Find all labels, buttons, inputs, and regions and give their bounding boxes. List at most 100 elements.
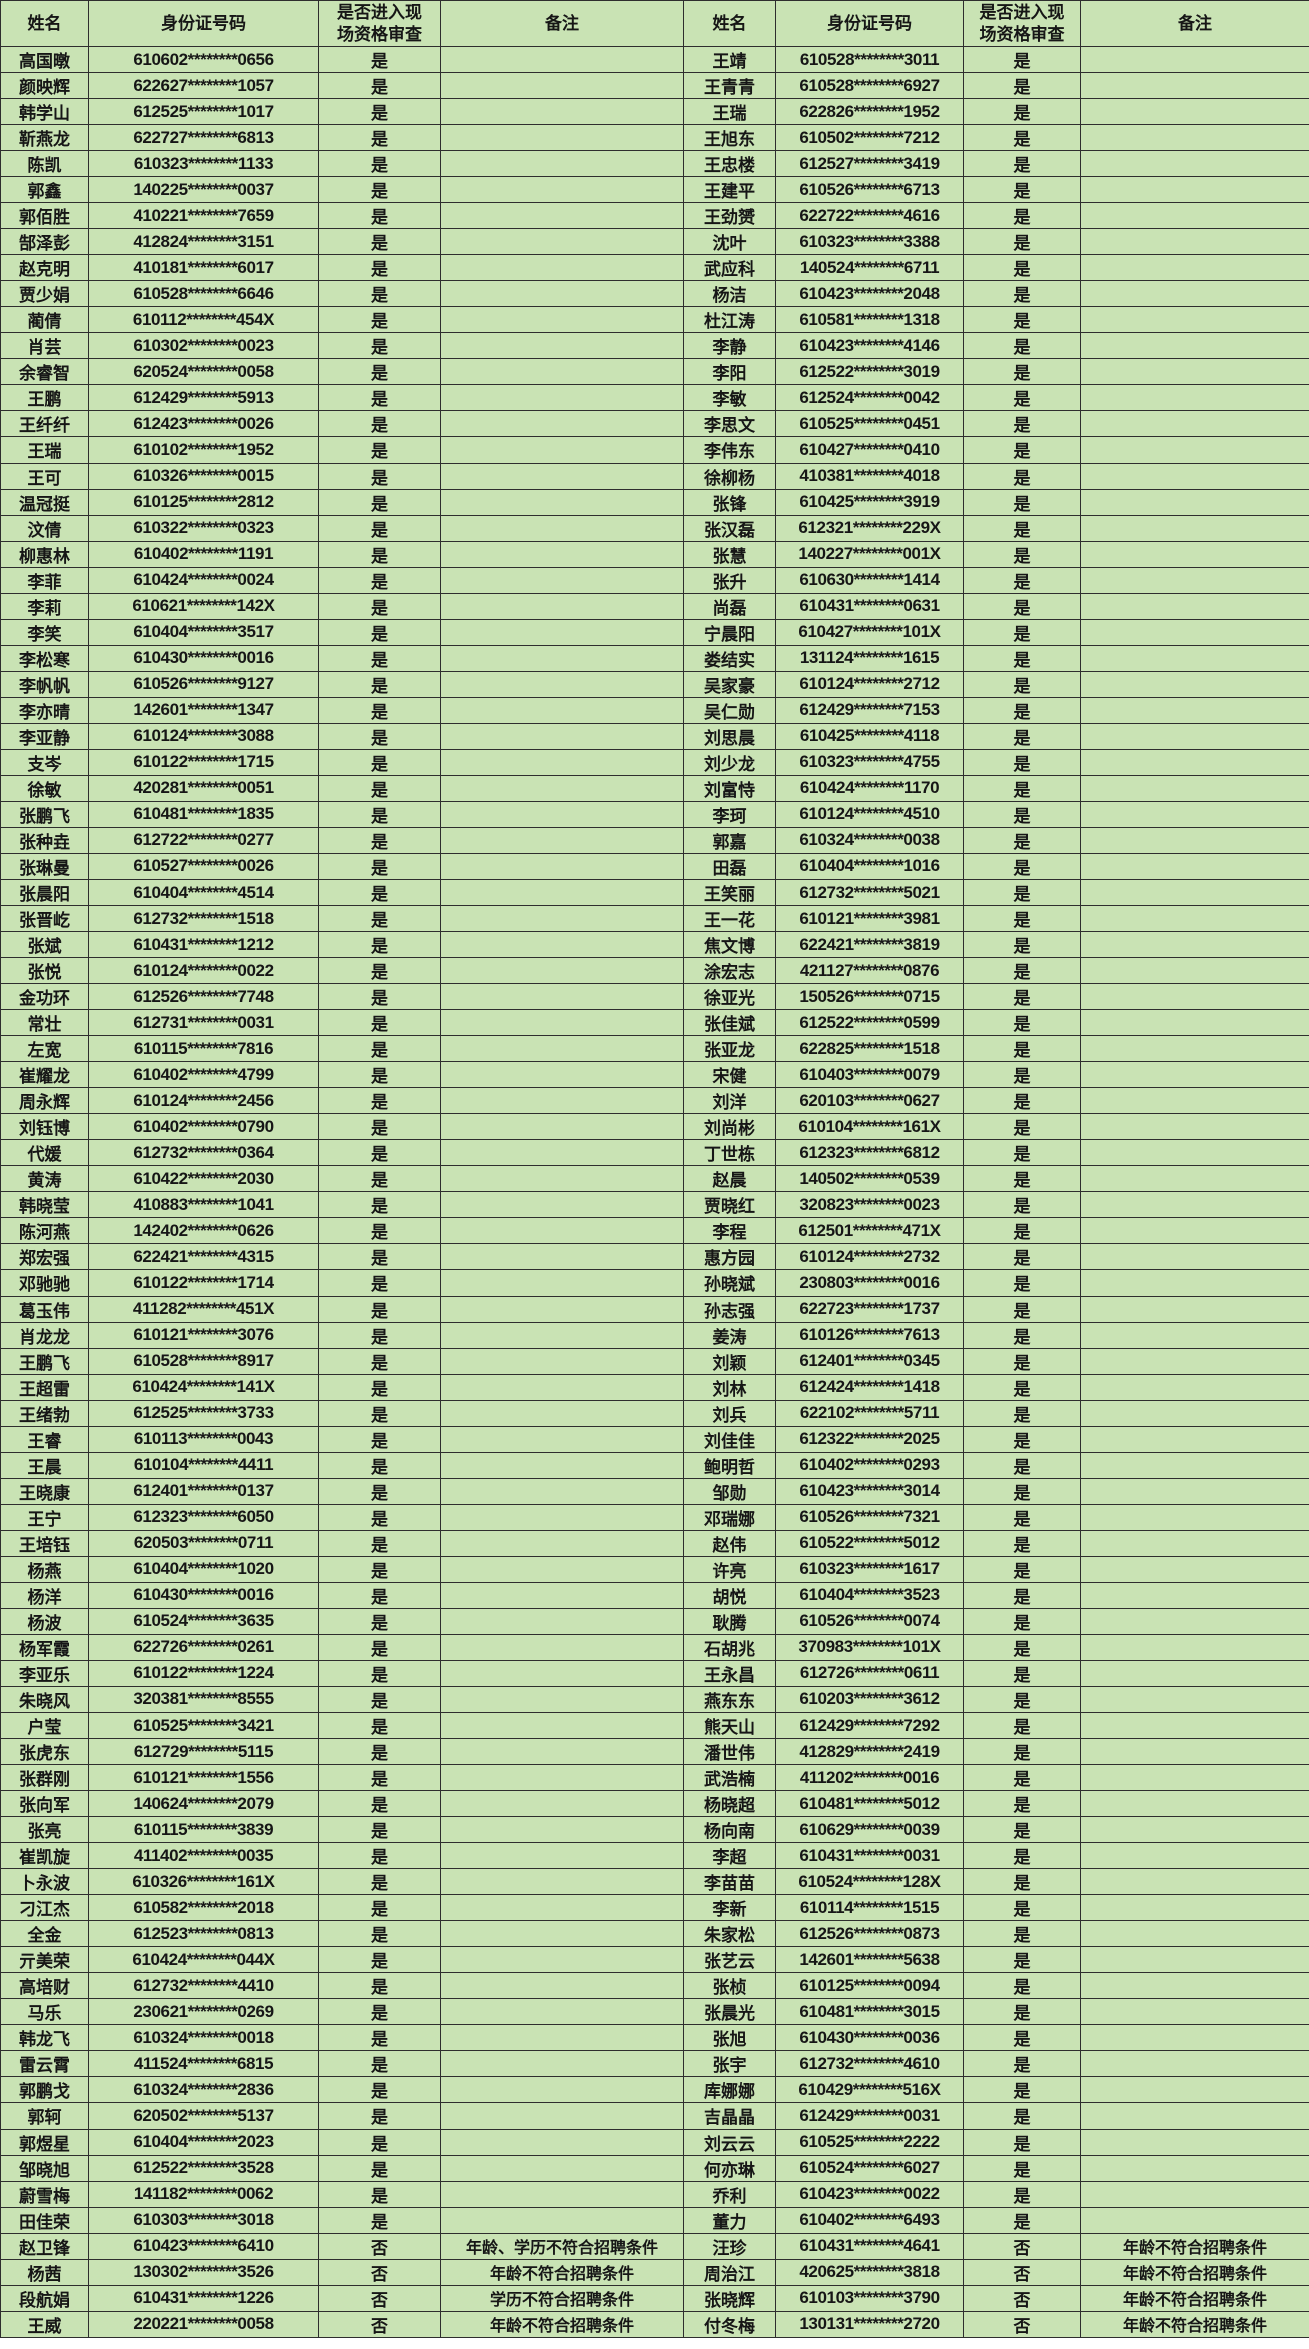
id-cell[interactable]: 610104********4411 bbox=[88, 1451, 319, 1479]
remark-cell[interactable] bbox=[1080, 800, 1309, 828]
name-cell[interactable]: 张宇 bbox=[683, 2050, 776, 2078]
id-cell[interactable]: 610526********7321 bbox=[775, 1503, 964, 1531]
review-cell[interactable]: 是 bbox=[318, 384, 441, 412]
name-cell[interactable]: 王旭东 bbox=[683, 124, 776, 152]
remark-cell[interactable] bbox=[1080, 1894, 1309, 1922]
review-cell[interactable]: 是 bbox=[963, 150, 1081, 178]
name-cell[interactable]: 孙晓斌 bbox=[683, 1269, 776, 1297]
name-cell[interactable]: 柳惠林 bbox=[0, 540, 89, 568]
id-cell[interactable]: 612732********0364 bbox=[88, 1139, 319, 1167]
id-cell[interactable]: 610404********4514 bbox=[88, 878, 319, 907]
id-cell[interactable]: 610422********2030 bbox=[88, 1165, 319, 1193]
remark-cell[interactable] bbox=[440, 1972, 684, 2000]
review-cell[interactable]: 是 bbox=[318, 800, 441, 828]
remark-cell[interactable] bbox=[440, 1607, 684, 1635]
name-cell[interactable]: 许亮 bbox=[683, 1555, 776, 1583]
review-cell[interactable]: 是 bbox=[963, 1139, 1081, 1167]
review-cell[interactable]: 是 bbox=[963, 852, 1081, 881]
id-cell[interactable]: 142601********5638 bbox=[775, 1946, 964, 1974]
name-cell[interactable]: 姜涛 bbox=[683, 1321, 776, 1349]
name-cell[interactable]: 徐敏 bbox=[0, 774, 89, 802]
review-cell[interactable]: 是 bbox=[963, 2180, 1081, 2208]
review-cell[interactable]: 是 bbox=[963, 1738, 1081, 1766]
name-cell[interactable]: 李新 bbox=[683, 1894, 776, 1922]
name-cell[interactable]: 孙志强 bbox=[683, 1295, 776, 1323]
name-cell[interactable]: 郭鑫 bbox=[0, 176, 89, 204]
remark-cell[interactable] bbox=[440, 1555, 684, 1583]
remark-cell[interactable] bbox=[1080, 670, 1309, 698]
header-remark-right[interactable]: 备注 bbox=[1080, 0, 1309, 47]
id-cell[interactable]: 612731********0031 bbox=[88, 1009, 319, 1037]
name-cell[interactable]: 左宽 bbox=[0, 1035, 89, 1063]
name-cell[interactable]: 徐柳杨 bbox=[683, 462, 776, 490]
name-cell[interactable]: 韩学山 bbox=[0, 98, 89, 126]
remark-cell[interactable] bbox=[440, 878, 684, 907]
id-cell[interactable]: 612429********7153 bbox=[775, 696, 964, 724]
review-cell[interactable]: 是 bbox=[963, 1035, 1081, 1063]
name-cell[interactable]: 郑宏强 bbox=[0, 1243, 89, 1271]
remark-cell[interactable] bbox=[1080, 1113, 1309, 1141]
name-cell[interactable]: 吉晶晶 bbox=[683, 2102, 776, 2130]
review-cell[interactable]: 是 bbox=[963, 1920, 1081, 1948]
name-cell[interactable]: 赵晨 bbox=[683, 1165, 776, 1193]
id-cell[interactable]: 130131********2720 bbox=[775, 2310, 964, 2339]
review-cell[interactable]: 否 bbox=[318, 2232, 441, 2260]
review-cell[interactable]: 是 bbox=[963, 931, 1081, 959]
id-cell[interactable]: 140225********0037 bbox=[88, 176, 319, 204]
review-cell[interactable]: 是 bbox=[318, 410, 441, 438]
remark-cell[interactable]: 年龄不符合招聘条件 bbox=[1080, 2232, 1309, 2260]
review-cell[interactable]: 是 bbox=[318, 1529, 441, 1557]
remark-cell[interactable]: 学历不符合招聘条件 bbox=[440, 2284, 684, 2312]
id-cell[interactable]: 620503********0711 bbox=[88, 1529, 319, 1557]
remark-cell[interactable] bbox=[1080, 2206, 1309, 2234]
remark-cell[interactable] bbox=[1080, 1555, 1309, 1583]
id-cell[interactable]: 420625********3818 bbox=[775, 2258, 964, 2286]
review-cell[interactable]: 是 bbox=[318, 1139, 441, 1167]
id-cell[interactable]: 610528********8917 bbox=[88, 1347, 319, 1375]
review-cell[interactable]: 是 bbox=[963, 462, 1081, 490]
id-cell[interactable]: 622722********4616 bbox=[775, 202, 964, 230]
name-cell[interactable]: 王绪勃 bbox=[0, 1399, 89, 1427]
review-cell[interactable]: 是 bbox=[318, 254, 441, 282]
id-cell[interactable]: 612527********3419 bbox=[775, 150, 964, 178]
name-cell[interactable]: 李程 bbox=[683, 1217, 776, 1245]
id-cell[interactable]: 610113********0043 bbox=[88, 1425, 319, 1453]
remark-cell[interactable] bbox=[1080, 540, 1309, 568]
review-cell[interactable]: 是 bbox=[318, 644, 441, 672]
review-cell[interactable]: 是 bbox=[963, 1113, 1081, 1141]
review-cell[interactable]: 是 bbox=[318, 618, 441, 646]
review-cell[interactable]: 是 bbox=[963, 540, 1081, 568]
review-cell[interactable]: 否 bbox=[963, 2232, 1081, 2260]
id-cell[interactable]: 612524********0042 bbox=[775, 384, 964, 412]
id-cell[interactable]: 411282********451X bbox=[88, 1295, 319, 1323]
review-cell[interactable]: 是 bbox=[963, 1711, 1081, 1740]
remark-cell[interactable] bbox=[440, 124, 684, 152]
id-cell[interactable]: 610404********3517 bbox=[88, 618, 319, 646]
id-cell[interactable]: 610124********3088 bbox=[88, 722, 319, 750]
name-cell[interactable]: 燕东东 bbox=[683, 1685, 776, 1714]
review-cell[interactable]: 是 bbox=[318, 774, 441, 802]
name-cell[interactable]: 娄结实 bbox=[683, 644, 776, 672]
id-cell[interactable]: 610104********161X bbox=[775, 1113, 964, 1141]
id-cell[interactable]: 140624********2079 bbox=[88, 1790, 319, 1818]
review-cell[interactable]: 是 bbox=[963, 1790, 1081, 1818]
name-cell[interactable]: 雷云霄 bbox=[0, 2050, 89, 2078]
name-cell[interactable]: 张晋屹 bbox=[0, 905, 89, 933]
id-cell[interactable]: 612423********0026 bbox=[88, 410, 319, 438]
id-cell[interactable]: 610431********0631 bbox=[775, 592, 964, 620]
review-cell[interactable]: 是 bbox=[318, 722, 441, 750]
remark-cell[interactable] bbox=[1080, 45, 1309, 74]
review-cell[interactable]: 是 bbox=[318, 1347, 441, 1375]
review-cell[interactable]: 是 bbox=[318, 592, 441, 620]
id-cell[interactable]: 612526********7748 bbox=[88, 983, 319, 1011]
name-cell[interactable]: 陈凯 bbox=[0, 150, 89, 178]
remark-cell[interactable] bbox=[1080, 1581, 1309, 1609]
remark-cell[interactable] bbox=[440, 1321, 684, 1349]
name-cell[interactable]: 杨军霞 bbox=[0, 1633, 89, 1661]
remark-cell[interactable] bbox=[1080, 1217, 1309, 1245]
id-cell[interactable]: 612726********0611 bbox=[775, 1659, 964, 1687]
remark-cell[interactable] bbox=[1080, 98, 1309, 126]
id-cell[interactable]: 610525********2222 bbox=[775, 2128, 964, 2156]
review-cell[interactable]: 是 bbox=[963, 1399, 1081, 1427]
review-cell[interactable]: 是 bbox=[963, 1764, 1081, 1792]
